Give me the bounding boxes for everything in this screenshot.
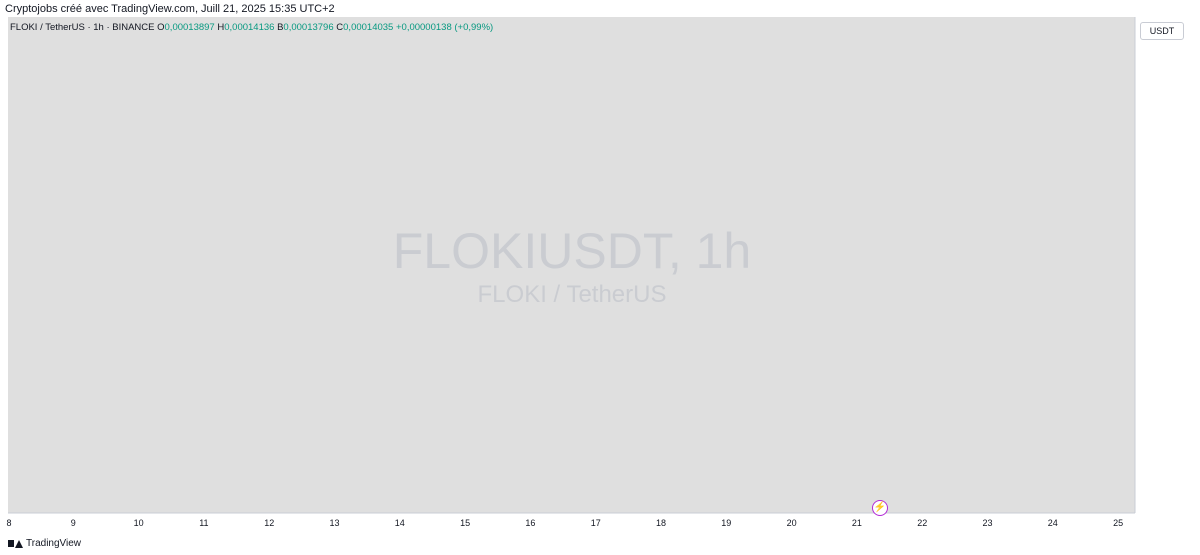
low-value: 0,00013796: [283, 22, 334, 33]
symbol-name: FLOKI / TetherUS · 1h · BINANCE: [10, 22, 155, 33]
close-label: C: [336, 22, 344, 33]
x-tick-label: 9: [71, 518, 76, 528]
high-label: H: [217, 22, 225, 33]
footer-brand: TradingView: [8, 538, 81, 549]
watermark-title: FLOKIUSDT, 1h: [393, 223, 751, 279]
chart-credit: Cryptojobs créé avec TradingView.com, Ju…: [5, 3, 335, 15]
open-label: O: [157, 22, 165, 33]
time-axis: [0, 513, 1200, 537]
high-value: 0,00014136: [224, 22, 275, 33]
low-label: B: [277, 22, 284, 33]
x-tick-label: 24: [1048, 518, 1058, 528]
x-tick-label: 22: [917, 518, 927, 528]
x-tick-label: 8: [6, 518, 11, 528]
open-value: 0,00013897: [164, 22, 215, 33]
x-tick-label: 12: [264, 518, 274, 528]
x-tick-label: 17: [591, 518, 601, 528]
footer-brand-text: TradingView: [26, 538, 82, 549]
plot-area: [8, 17, 1135, 513]
tradingview-logo-icon: [8, 539, 23, 548]
x-tick-label: 18: [656, 518, 666, 528]
symbol-legend: FLOKI / TetherUS · 1h · BINANCE O0,00013…: [10, 22, 493, 33]
x-tick-label: 10: [134, 518, 144, 528]
alert-icon[interactable]: ⚡: [872, 500, 888, 516]
x-tick-label: 25: [1113, 518, 1123, 528]
x-tick-label: 20: [787, 518, 797, 528]
x-tick-label: 16: [525, 518, 535, 528]
x-tick-label: 14: [395, 518, 405, 528]
x-tick-label: 19: [721, 518, 731, 528]
x-tick-label: 11: [199, 518, 208, 528]
x-tick-label: 21: [852, 518, 862, 528]
change-value: +0,00000138 (+0,99%): [395, 22, 494, 33]
price-axis: [1135, 17, 1200, 515]
currency-selector[interactable]: USDT: [1140, 22, 1184, 40]
x-tick-label: 13: [329, 518, 339, 528]
x-tick-label: 15: [460, 518, 470, 528]
watermark-subtitle: FLOKI / TetherUS: [478, 281, 667, 308]
close-value: 0,00014035: [343, 22, 394, 33]
x-tick-label: 23: [982, 518, 992, 528]
